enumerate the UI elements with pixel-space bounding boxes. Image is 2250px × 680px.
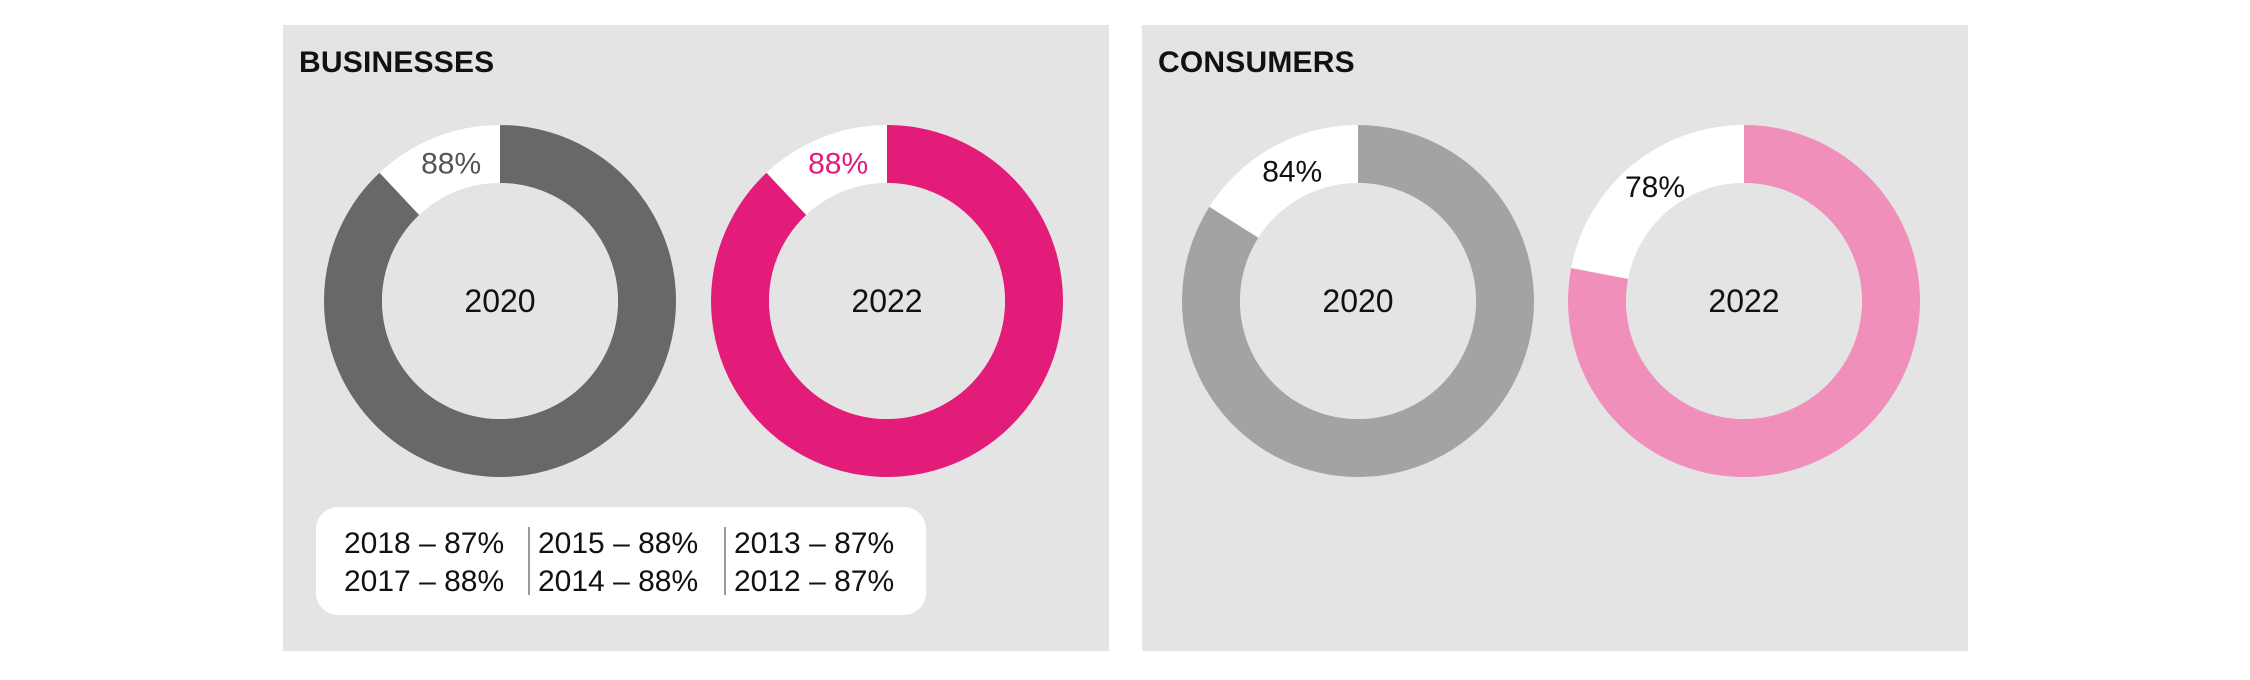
history-column: 2013 – 87% 2012 – 87%	[724, 527, 895, 598]
businesses-panel: BUSINESSES 2020 88% 2022 88% 2018 – 87% 20…	[283, 25, 1109, 651]
donut-center-label: 2020	[464, 283, 535, 319]
consumers-donut-2020: 2020 84%	[1182, 125, 1534, 477]
history-item: 2013 – 87%	[734, 527, 895, 560]
donut-value-segment	[1182, 125, 1534, 477]
businesses-title: BUSINESSES	[299, 46, 495, 79]
donut-value-label: 84%	[1262, 155, 1322, 188]
consumers-title: CONSUMERS	[1158, 46, 1355, 79]
donut-value-segment	[324, 125, 676, 477]
history-item: 2015 – 88%	[538, 527, 699, 560]
history-item: 2018 – 87%	[344, 527, 505, 560]
donut-center-label: 2020	[1322, 283, 1393, 319]
history-item: 2014 – 88%	[538, 565, 699, 598]
history-column: 2015 – 88% 2014 – 88%	[528, 527, 699, 598]
history-box: 2018 – 87% 2017 – 88% 2015 – 88% 2014 – …	[316, 507, 926, 615]
donut-center-label: 2022	[851, 283, 922, 319]
donut-hole	[1626, 183, 1862, 419]
donut-value-segment	[1568, 125, 1920, 477]
donut-remainder-segment	[1209, 125, 1358, 238]
donut-value-label: 88%	[808, 147, 868, 180]
donut-remainder-segment	[379, 125, 500, 215]
history-item: 2012 – 87%	[734, 565, 895, 598]
donut-remainder-segment	[1571, 125, 1744, 279]
donut-hole	[1240, 183, 1476, 419]
donut-remainder-segment	[766, 125, 887, 215]
history-item: 2017 – 88%	[344, 565, 505, 598]
history-column: 2018 – 87% 2017 – 88%	[344, 527, 504, 599]
consumers-donut-2022: 2022 78%	[1568, 125, 1920, 477]
donut-hole	[382, 183, 618, 419]
donut-hole	[769, 183, 1005, 419]
businesses-donut-2022: 2022 88%	[711, 125, 1063, 477]
donut-center-label: 2022	[1708, 283, 1779, 319]
donut-value-segment	[711, 125, 1063, 477]
donut-value-label: 78%	[1625, 171, 1685, 204]
businesses-donut-2020: 2020 88%	[324, 125, 676, 477]
consumers-panel: CONSUMERS 2020 84% 2022 78%	[1142, 25, 1968, 651]
donut-value-label: 88%	[421, 147, 481, 180]
